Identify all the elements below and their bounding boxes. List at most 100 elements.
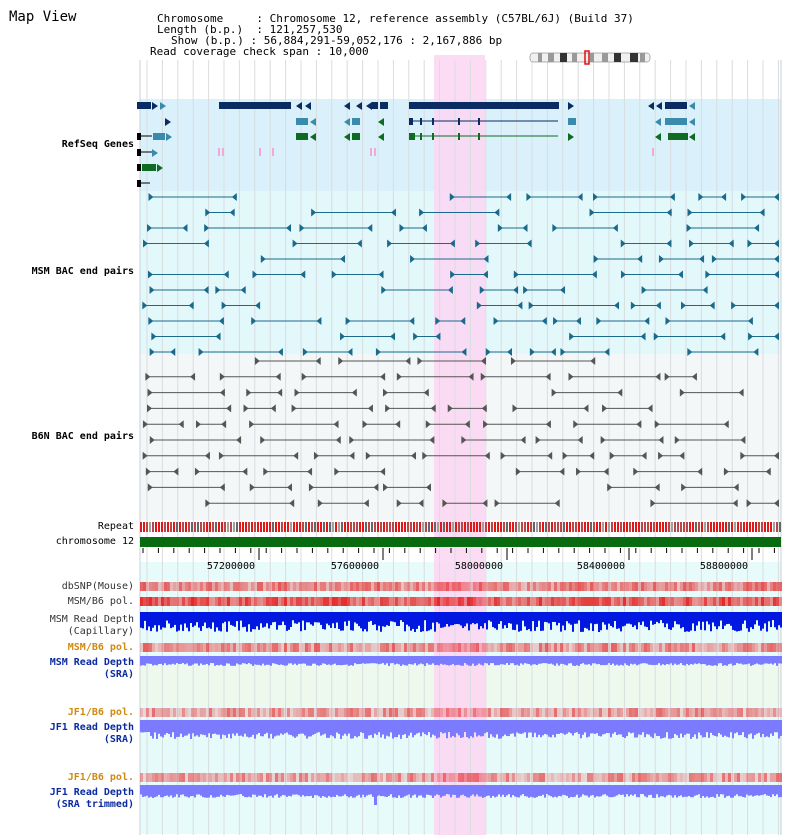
jf1-b6-pol-mark: [182, 708, 185, 717]
jf1-depth-trimmed-bar: [504, 785, 506, 798]
msm-b6-pol-mark: [692, 597, 695, 606]
dbsnp-mark: [536, 582, 539, 591]
ideogram-band: [590, 53, 594, 62]
dbsnp-mark: [656, 582, 659, 591]
jf1-depth-sra-bar: [350, 720, 352, 739]
jf1-depth-sra-bar: [404, 720, 406, 735]
msm-depth-capillary-bar: [606, 612, 608, 630]
msm-depth-sra-bar: [538, 656, 540, 664]
jf1-b6-pol2-mark: [329, 773, 332, 782]
label-refseq-genes[interactable]: RefSeq Genes: [61, 139, 134, 150]
msm-depth-sra-bar: [644, 656, 646, 664]
msm-b6-pol-mark: [206, 597, 209, 606]
msm-depth-sra-bar: [356, 656, 358, 665]
msm-b6-pol-mark: [212, 597, 215, 606]
jf1-b6-pol-mark: [473, 708, 476, 717]
jf1-depth-sra-bar: [352, 720, 354, 739]
msm-end: [705, 270, 711, 279]
repeat-mark: [638, 522, 640, 532]
msm-depth-sra-bar: [608, 656, 610, 664]
jf1-b6-pol2-mark: [533, 773, 536, 782]
msm-depth-sra-bar: [640, 656, 642, 664]
jf1-b6-pol-mark: [470, 708, 473, 717]
dbsnp-mark: [431, 582, 434, 591]
jf1-depth-sra-bar: [738, 720, 740, 736]
msm-depth-capillary-bar: [200, 612, 202, 631]
dbsnp-mark: [149, 582, 152, 591]
msm-b6-pol2-mark: [527, 643, 530, 652]
repeat-mark: [329, 522, 331, 532]
jf1-depth-trimmed-bar: [340, 785, 342, 797]
msm-end: [720, 332, 726, 341]
jf1-depth-sra-bar: [478, 720, 480, 736]
b6n-end: [147, 388, 153, 397]
msm-depth-sra-bar: [188, 656, 190, 666]
repeat-mark: [413, 522, 415, 532]
jf1-b6-pol2-mark: [425, 773, 428, 782]
msm-b6-pol2-mark: [704, 643, 707, 652]
repeat-mark: [257, 522, 259, 532]
jf1-b6-pol-mark: [203, 708, 206, 717]
jf1-b6-pol-mark: [389, 708, 392, 717]
msm-depth-capillary-bar: [624, 612, 626, 626]
jf1-b6-pol-mark: [362, 708, 365, 717]
msm-depth-capillary-bar: [182, 612, 184, 631]
msm-depth-capillary-bar: [230, 612, 232, 625]
msm-b6-pol2-mark: [359, 643, 362, 652]
msm-depth-sra-bar: [262, 656, 264, 664]
dbsnp-mark: [317, 582, 320, 591]
dbsnp-mark: [251, 582, 254, 591]
gene-exon: [432, 133, 434, 140]
jf1-depth-trimmed-bar: [652, 785, 654, 798]
repeat-mark: [668, 522, 670, 532]
msm-end: [666, 208, 672, 217]
jf1-depth-trimmed-bar: [538, 785, 540, 796]
msm-b6-pol-mark: [188, 597, 191, 606]
jf1-depth-sra-bar: [574, 720, 576, 733]
jf1-depth-trimmed-bar: [250, 785, 252, 798]
pink-mark: [272, 148, 274, 156]
jf1-depth-trimmed-bar: [458, 785, 460, 798]
msm-b6-pol2-mark: [695, 643, 698, 652]
label-b6n-bac[interactable]: B6N BAC end pairs: [31, 431, 134, 442]
msm-end: [316, 317, 322, 325]
jf1-depth-trimmed-bar: [426, 785, 428, 795]
jf1-b6-pol-mark: [614, 708, 617, 717]
jf1-b6-pol-mark: [725, 708, 728, 717]
msm-b6-pol2-mark: [476, 643, 479, 652]
jf1-depth-sra-bar: [194, 720, 196, 737]
msm-b6-pol-mark: [365, 597, 368, 606]
jf1-b6-pol-mark: [578, 708, 581, 717]
msm-depth-capillary-bar: [754, 612, 756, 625]
jf1-depth-trimmed-bar: [696, 785, 698, 796]
jf1-depth-sra-bar: [592, 720, 594, 734]
msm-depth-capillary-bar: [646, 612, 648, 628]
dbsnp-mark: [671, 582, 674, 591]
msm-depth-capillary-bar: [492, 612, 494, 628]
b6n-end: [308, 483, 314, 492]
msm-depth-capillary-bar: [632, 612, 634, 627]
repeat-mark: [686, 522, 688, 532]
msm-depth-sra-bar: [294, 656, 296, 664]
repeat-mark: [740, 522, 742, 532]
msm-depth-capillary-bar: [452, 612, 454, 626]
msm-depth-sra-bar: [318, 656, 320, 666]
msm-depth-capillary-bar: [618, 612, 620, 629]
b6n-end: [246, 388, 252, 397]
jf1-depth-trimmed-bar: [222, 785, 224, 797]
msm-depth-sra-bar: [748, 656, 750, 664]
chromosome-ideogram[interactable]: [529, 50, 651, 65]
jf1-b6-pol2-mark: [158, 773, 161, 782]
msm-depth-capillary-bar: [570, 612, 572, 625]
b6n-end: [551, 388, 557, 397]
repeat-mark: [446, 522, 448, 532]
repeat-mark: [572, 522, 574, 532]
label-msm-bac[interactable]: MSM BAC end pairs: [31, 266, 134, 277]
jf1-depth-sra-bar: [510, 720, 512, 734]
b6n-end: [226, 404, 232, 413]
b6n-end: [315, 357, 321, 365]
msm-b6-pol-mark: [500, 597, 503, 606]
msm-b6-pol2-mark: [260, 643, 263, 652]
msm-end: [550, 348, 556, 356]
